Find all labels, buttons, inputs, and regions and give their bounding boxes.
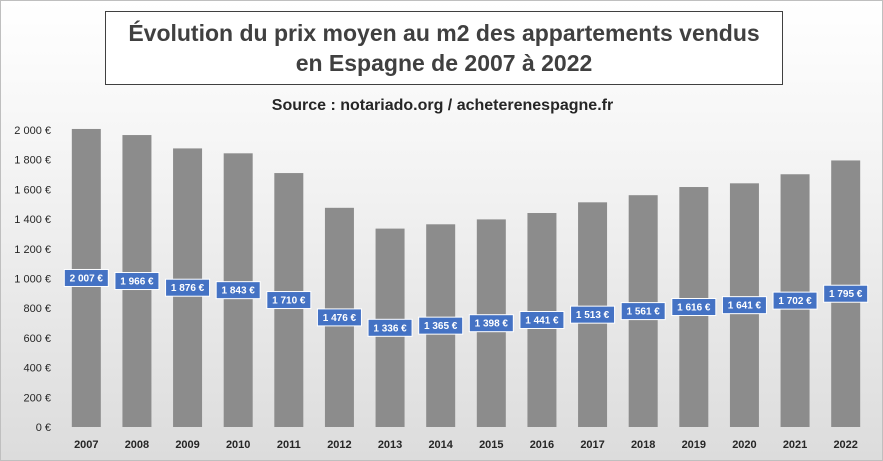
data-label: 1 561 €: [627, 307, 661, 318]
data-label-box: [367, 318, 413, 337]
data-label-box: [772, 291, 818, 310]
data-label-box: [823, 284, 869, 303]
chart-subtitle: Source : notariado.org / acheterenespagn…: [271, 97, 614, 114]
y-tick-label: 600 €: [23, 333, 51, 345]
data-label-box: [519, 311, 565, 330]
x-tick-label: 2009: [175, 439, 199, 451]
data-label: 1 876 €: [171, 283, 205, 294]
data-label-box: [468, 314, 514, 333]
x-tick-label: 2014: [428, 439, 453, 451]
y-tick-label: 1 400 €: [14, 214, 51, 226]
data-label-box: [418, 316, 464, 335]
data-label: 1 966 €: [120, 277, 154, 288]
data-label-box: [316, 308, 362, 327]
x-tick-label: 2021: [783, 439, 807, 451]
y-tick-label: 1 800 €: [14, 155, 51, 167]
y-tick-label: 1 000 €: [14, 274, 51, 286]
data-label-box: [671, 298, 717, 317]
y-tick-label: 0 €: [36, 422, 51, 434]
data-label-box: [215, 281, 261, 300]
data-label: 1 795 €: [829, 289, 863, 300]
data-label: 1 441 €: [525, 316, 559, 327]
data-label: 1 616 €: [677, 303, 711, 314]
chart-title-line-2: en Espagne de 2007 à 2022: [295, 50, 593, 76]
x-tick-label: 2013: [378, 439, 402, 451]
data-label-box: [165, 278, 211, 297]
x-tick-label: 2007: [74, 439, 98, 451]
data-label: 1 710 €: [272, 296, 306, 307]
data-label: 1 843 €: [222, 286, 256, 297]
data-label: 1 702 €: [778, 296, 812, 307]
x-tick-label: 2018: [631, 439, 655, 451]
data-label: 1 513 €: [576, 310, 610, 321]
data-label: 1 641 €: [728, 301, 762, 312]
data-label-box: [266, 291, 312, 310]
chart-title-line-1: Évolution du prix moyen au m2 des appart…: [128, 20, 760, 46]
data-label-box: [63, 268, 109, 287]
data-label-box: [570, 305, 616, 324]
x-tick-label: 2012: [327, 439, 351, 451]
y-tick-label: 400 €: [23, 363, 51, 375]
x-tick-label: 2011: [277, 439, 301, 451]
x-tick-label: 2019: [682, 439, 706, 451]
y-tick-label: 1 200 €: [14, 244, 51, 256]
data-label: 1 365 €: [424, 321, 458, 332]
data-label-box: [620, 302, 666, 321]
x-tick-label: 2015: [479, 439, 503, 451]
data-label: 2 007 €: [70, 273, 104, 284]
y-tick-label: 1 600 €: [14, 184, 51, 196]
data-label: 1 398 €: [475, 319, 509, 330]
chart-title-box: Évolution du prix moyen au m2 des appart…: [105, 11, 783, 85]
x-tick-label: 2022: [833, 439, 857, 451]
x-tick-label: 2010: [226, 439, 250, 451]
x-tick-label: 2008: [125, 439, 149, 451]
data-label: 1 476 €: [323, 313, 357, 324]
y-tick-label: 200 €: [23, 392, 51, 404]
data-label-box: [721, 296, 767, 315]
data-label-box: [114, 272, 160, 291]
x-tick-label: 2020: [732, 439, 756, 451]
y-tick-label: 2 000 €: [14, 125, 51, 137]
x-tick-label: 2017: [580, 439, 604, 451]
x-tick-label: 2016: [530, 439, 554, 451]
data-label: 1 336 €: [373, 323, 407, 334]
y-tick-label: 800 €: [23, 303, 51, 315]
